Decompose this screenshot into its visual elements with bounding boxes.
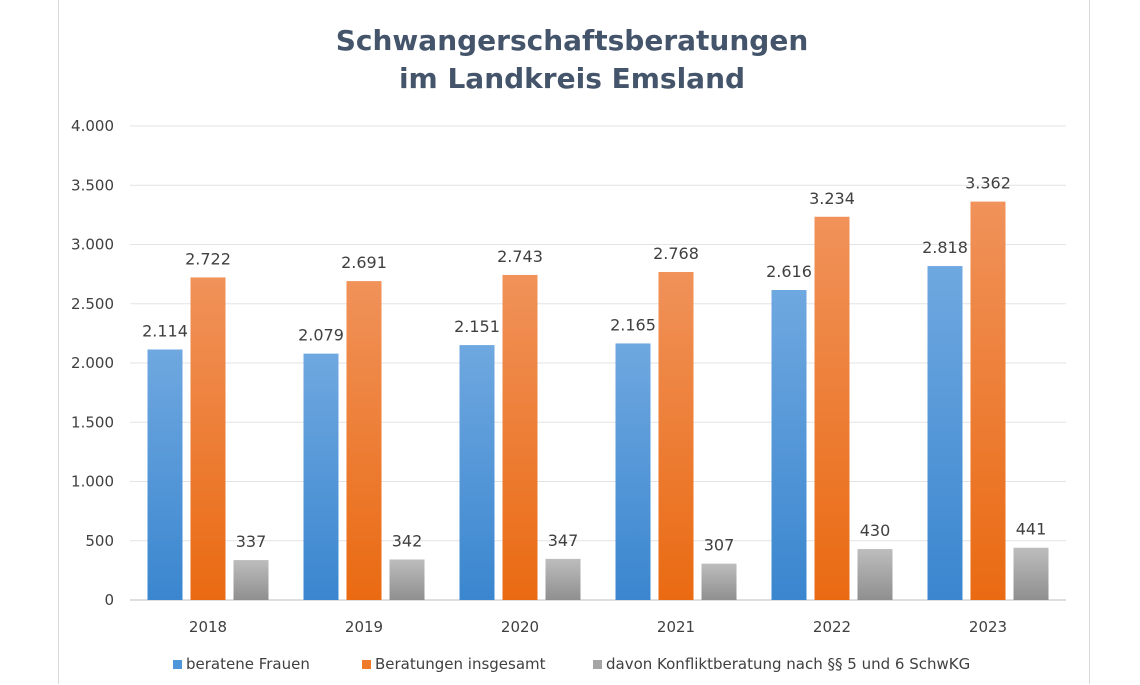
data-label: 347 bbox=[548, 531, 579, 550]
bar-2022-series-1 bbox=[771, 290, 807, 600]
legend-label: Beratungen insgesamt bbox=[375, 655, 546, 673]
y-tick-label: 3.000 bbox=[71, 236, 114, 254]
y-tick-label: 500 bbox=[85, 532, 114, 550]
legend-label: davon Konfliktberatung nach §§ 5 und 6 S… bbox=[606, 655, 970, 673]
bar-2021-series-2 bbox=[658, 271, 694, 600]
data-label: 430 bbox=[860, 521, 891, 540]
data-label: 2.079 bbox=[298, 326, 344, 345]
chart-subtitle: im Landkreis Emsland bbox=[399, 62, 745, 95]
data-label: 2.722 bbox=[185, 249, 231, 268]
legend-swatch bbox=[173, 660, 182, 669]
x-axis: 2018 2019 2020 2021 2022 2023 bbox=[189, 618, 1007, 636]
x-tick-label: 2023 bbox=[969, 618, 1007, 636]
bar-2023-series-3 bbox=[1013, 547, 1049, 600]
legend-swatch bbox=[362, 660, 371, 669]
bar-2022-series-2 bbox=[814, 216, 850, 600]
data-label: 2.165 bbox=[610, 315, 656, 334]
legend-swatch bbox=[593, 660, 602, 669]
data-label: 342 bbox=[392, 531, 423, 550]
bar-2018-series-1 bbox=[147, 349, 183, 600]
bar-2021-series-1 bbox=[615, 343, 651, 600]
y-tick-label: 0 bbox=[104, 591, 114, 609]
bar-2018-series-3 bbox=[233, 560, 269, 600]
y-tick-label: 2.500 bbox=[71, 295, 114, 313]
data-label: 2.691 bbox=[341, 253, 387, 272]
bar-2023-series-2 bbox=[970, 201, 1006, 600]
data-label: 2.743 bbox=[497, 247, 543, 266]
data-label: 2.114 bbox=[142, 321, 188, 340]
x-tick-label: 2022 bbox=[813, 618, 851, 636]
bar-2020-series-2 bbox=[502, 274, 538, 600]
y-tick-label: 1.000 bbox=[71, 473, 114, 491]
bar-2019-series-3 bbox=[389, 559, 425, 600]
legend-label: beratene Frauen bbox=[186, 655, 310, 673]
x-tick-label: 2019 bbox=[345, 618, 383, 636]
data-label: 2.151 bbox=[454, 317, 500, 336]
data-label: 441 bbox=[1016, 520, 1047, 539]
y-tick-label: 4.000 bbox=[71, 117, 114, 135]
data-label: 2.616 bbox=[766, 262, 812, 281]
bar-2020-series-1 bbox=[459, 345, 495, 600]
chart-title: Schwangerschaftsberatungen bbox=[336, 24, 809, 57]
bar-2023-series-1 bbox=[927, 266, 963, 600]
y-tick-label: 2.000 bbox=[71, 354, 114, 372]
data-label: 2.818 bbox=[922, 238, 968, 257]
x-tick-label: 2018 bbox=[189, 618, 227, 636]
data-label: 3.362 bbox=[965, 174, 1011, 193]
bar-2020-series-3 bbox=[545, 558, 581, 600]
bar-2019-series-2 bbox=[346, 281, 382, 600]
bar-2021-series-3 bbox=[701, 563, 737, 600]
gridlines bbox=[130, 125, 1066, 601]
y-tick-label: 3.500 bbox=[71, 176, 114, 194]
y-tick-label: 1.500 bbox=[71, 413, 114, 431]
data-label: 2.768 bbox=[653, 244, 699, 263]
data-labels: 2.114 2.722 337 2.079 2.691 342 2.151 2.743 347 2… bbox=[142, 174, 1046, 555]
x-tick-label: 2021 bbox=[657, 618, 695, 636]
bar-2018-series-2 bbox=[190, 277, 226, 600]
y-axis: 0 500 1.000 1.500 2.000 2.500 3.000 3.500 4.000 bbox=[71, 117, 114, 609]
data-label: 307 bbox=[704, 536, 735, 555]
bars bbox=[147, 201, 1049, 600]
bar-2019-series-1 bbox=[303, 353, 339, 600]
data-label: 337 bbox=[236, 532, 267, 551]
legend: beratene Frauen Beratungen insgesamt davon… bbox=[173, 655, 970, 673]
data-label: 3.234 bbox=[809, 189, 855, 208]
x-tick-label: 2020 bbox=[501, 618, 539, 636]
bar-2022-series-3 bbox=[857, 549, 893, 600]
